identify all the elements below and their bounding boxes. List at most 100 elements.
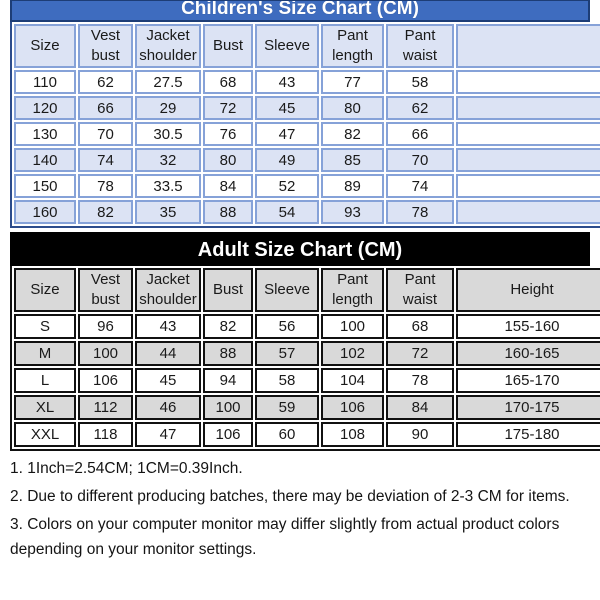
table-cell: 118 [78, 422, 133, 447]
note-monitor-colors: 3. Colors on your computer monitor may d… [10, 516, 560, 558]
table-cell: 58 [255, 368, 319, 393]
table-row: 110 62 27.5 68 43 77 58 [14, 70, 600, 94]
table-cell: 57 [255, 341, 319, 366]
column-header: Size [14, 268, 76, 312]
table-cell: 100 [78, 341, 133, 366]
table-cell: 45 [255, 96, 319, 120]
table-cell: 140 [14, 148, 76, 172]
table-cell: 93 [321, 200, 384, 224]
note-deviation: 2. Due to different producing batches, t… [10, 488, 570, 505]
table-cell: 27.5 [135, 70, 201, 94]
table-cell: 82 [203, 314, 253, 339]
children-size-table: Size Vest bust Jacket shoulder Bust Sleeve Pa… [10, 22, 600, 228]
table-cell: 62 [78, 70, 133, 94]
table-cell: 43 [255, 70, 319, 94]
table-cell: 89 [321, 174, 384, 198]
table-cell: 84 [203, 174, 253, 198]
table-row: XL 112 46 100 59 106 84 170-175 [14, 395, 600, 420]
table-row: 130 70 30.5 76 47 82 66 [14, 122, 600, 146]
column-header: Pant length [321, 24, 384, 68]
table-cell: 155-160 [456, 314, 600, 339]
children-chart-title: Children's Size Chart (CM) [10, 0, 590, 22]
column-header: Bust [203, 24, 253, 68]
table-cell: 72 [203, 96, 253, 120]
table-cell: 175-180 [456, 422, 600, 447]
table-cell: 78 [386, 200, 454, 224]
table-cell: 74 [386, 174, 454, 198]
column-header: Pant waist [386, 268, 454, 312]
table-cell [456, 122, 600, 146]
table-row: 160 82 35 88 54 93 78 [14, 200, 600, 224]
table-cell: 78 [386, 368, 454, 393]
table-cell: 88 [203, 200, 253, 224]
column-header: Bust [203, 268, 253, 312]
table-cell: 160 [14, 200, 76, 224]
table-cell: 88 [203, 341, 253, 366]
table-cell: 66 [78, 96, 133, 120]
column-header: Jacket shoulder [135, 268, 201, 312]
table-cell: 110 [14, 70, 76, 94]
table-cell: 90 [386, 422, 454, 447]
table-cell: 60 [255, 422, 319, 447]
table-cell: 104 [321, 368, 384, 393]
children-header-row: Size Vest bust Jacket shoulder Bust Sleeve Pa… [14, 24, 600, 68]
table-cell: 68 [386, 314, 454, 339]
table-cell: 80 [321, 96, 384, 120]
table-cell: XXL [14, 422, 76, 447]
table-cell [456, 148, 600, 172]
adult-chart-title: Adult Size Chart (CM) [10, 232, 590, 266]
table-cell: 102 [321, 341, 384, 366]
table-cell: 96 [78, 314, 133, 339]
table-row: M 100 44 88 57 102 72 160-165 [14, 341, 600, 366]
table-row: 150 78 33.5 84 52 89 74 [14, 174, 600, 198]
column-header: Size [14, 24, 76, 68]
table-cell: 33.5 [135, 174, 201, 198]
table-cell: 150 [14, 174, 76, 198]
table-row: XXL 118 47 106 60 108 90 175-180 [14, 422, 600, 447]
table-cell: 106 [203, 422, 253, 447]
note-inch-conversion: 1. 1Inch=2.54CM; 1CM=0.39Inch. [10, 460, 243, 477]
adult-header-row: Size Vest bust Jacket shoulder Bust Sleeve Pa… [14, 268, 600, 312]
table-cell: 44 [135, 341, 201, 366]
table-cell: 35 [135, 200, 201, 224]
adult-table-body: S 96 43 82 56 100 68 155-160 M 100 44 88 57 102 72 160-… [14, 314, 600, 447]
column-header: Pant length [321, 268, 384, 312]
table-cell: 62 [386, 96, 454, 120]
table-cell: 84 [386, 395, 454, 420]
table-cell: 47 [135, 422, 201, 447]
table-cell: 112 [78, 395, 133, 420]
table-cell: 56 [255, 314, 319, 339]
table-cell: 46 [135, 395, 201, 420]
table-cell: 160-165 [456, 341, 600, 366]
table-row: L 106 45 94 58 104 78 165-170 [14, 368, 600, 393]
table-cell: 72 [386, 341, 454, 366]
table-cell: 94 [203, 368, 253, 393]
table-cell: 70 [386, 148, 454, 172]
column-header: Vest bust [78, 268, 133, 312]
table-cell [456, 70, 600, 94]
table-cell: 32 [135, 148, 201, 172]
notes-section: 1. 1Inch=2.54CM; 1CM=0.39Inch. 2. Due to… [10, 456, 594, 562]
table-cell: 45 [135, 368, 201, 393]
table-cell: 165-170 [456, 368, 600, 393]
table-cell: M [14, 341, 76, 366]
table-cell: 78 [78, 174, 133, 198]
table-cell: 108 [321, 422, 384, 447]
table-cell: 85 [321, 148, 384, 172]
table-cell: 106 [321, 395, 384, 420]
table-cell: 76 [203, 122, 253, 146]
table-cell [456, 200, 600, 224]
table-cell: 49 [255, 148, 319, 172]
column-header: Sleeve [255, 268, 319, 312]
table-cell: 29 [135, 96, 201, 120]
table-cell [456, 174, 600, 198]
table-row: S 96 43 82 56 100 68 155-160 [14, 314, 600, 339]
column-header: Pant waist [386, 24, 454, 68]
table-cell: 82 [321, 122, 384, 146]
table-cell: 100 [203, 395, 253, 420]
table-cell: 82 [78, 200, 133, 224]
table-cell: 170-175 [456, 395, 600, 420]
table-cell: 47 [255, 122, 319, 146]
children-chart-title-text: Children's Size Chart (CM) [181, 0, 419, 19]
